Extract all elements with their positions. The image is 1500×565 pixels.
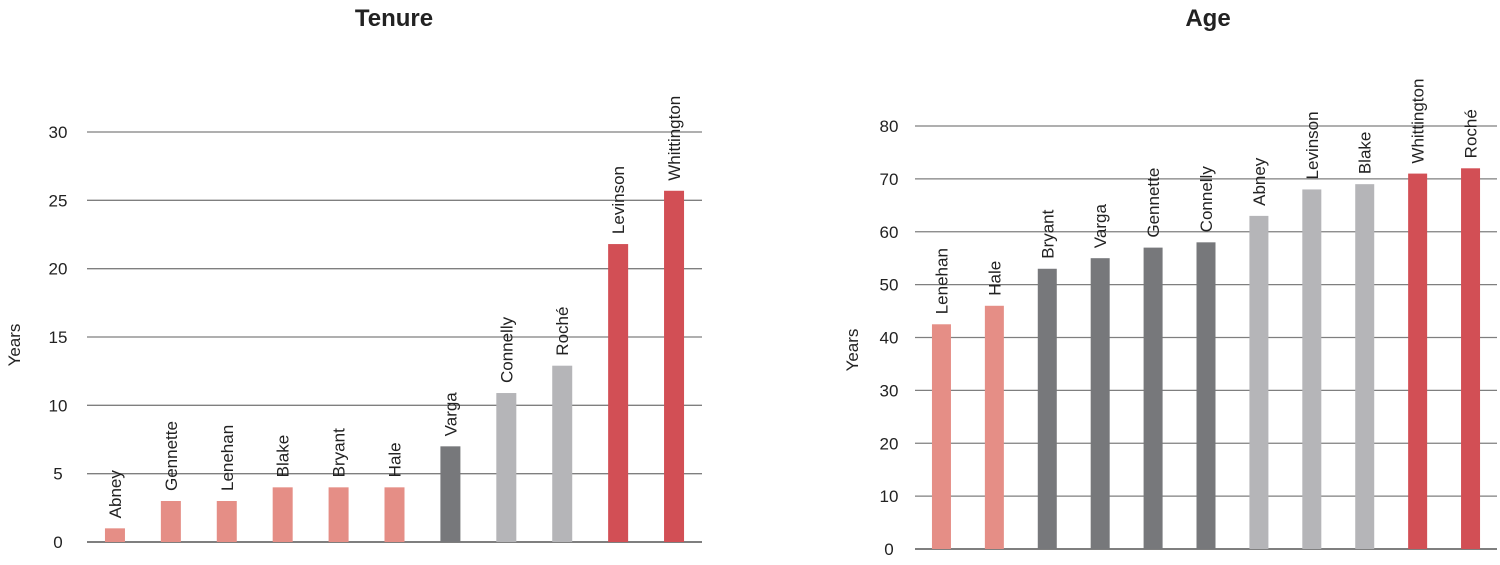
tenure-bar-label: Whittington <box>665 96 684 181</box>
tenure-bar <box>608 244 629 543</box>
tenure-bar <box>664 190 685 542</box>
tenure-bar-label: Varga <box>441 392 460 437</box>
tenure-y-tick-label: 30 <box>49 123 68 142</box>
age-y-tick-label: 50 <box>880 276 899 295</box>
tenure-bar <box>384 487 405 542</box>
tenure-bar-label: Bryant <box>330 428 349 477</box>
age-bar-label: Bryant <box>1038 209 1057 258</box>
age-bar-label: Blake <box>1356 132 1375 175</box>
age-bar <box>1090 258 1110 549</box>
tenure-bar <box>552 365 573 542</box>
age-bar <box>1196 242 1216 549</box>
age-bar-label: Varga <box>1091 204 1110 249</box>
tenure-bar <box>272 487 293 542</box>
tenure-y-tick-label: 20 <box>49 260 68 279</box>
age-bar-label: Connelly <box>1197 166 1216 233</box>
tenure-chart: Tenure Years 0 5 10 15 20 25 30 Abney Gennette Le… <box>5 5 702 552</box>
age-bar <box>1408 173 1428 549</box>
tenure-bar <box>104 528 125 542</box>
age-y-tick-label: 70 <box>880 170 899 189</box>
tenure-gridlines <box>87 131 702 543</box>
age-y-tick-label: 20 <box>880 434 899 453</box>
age-bar <box>1249 215 1269 549</box>
age-y-tick-label: 80 <box>880 117 899 136</box>
tenure-bar <box>216 501 237 542</box>
age-y-tick-label: 30 <box>880 381 899 400</box>
age-bar-label: Lenehan <box>932 248 951 314</box>
age-chart-title: Age <box>1185 5 1230 32</box>
tenure-bar-label: Abney <box>106 470 125 519</box>
tenure-bar-label: Gennette <box>162 421 181 491</box>
age-bar <box>931 324 951 549</box>
tenure-chart-title: Tenure <box>355 5 433 32</box>
age-y-tick-label: 0 <box>884 540 893 559</box>
age-bar <box>1037 268 1057 549</box>
tenure-y-tick-label: 25 <box>49 191 68 210</box>
tenure-bar <box>440 446 461 542</box>
age-bar <box>1355 184 1375 549</box>
age-y-axis-label: Years <box>843 329 862 372</box>
tenure-y-tick-label: 15 <box>49 328 68 347</box>
tenure-y-tick-label: 5 <box>53 465 62 484</box>
tenure-y-axis-label: Years <box>5 324 24 367</box>
age-y-tick-label: 10 <box>880 487 899 506</box>
tenure-bar-label: Blake <box>274 435 293 478</box>
age-bar-label: Gennette <box>1144 168 1163 238</box>
age-bar-label: Whittington <box>1409 79 1428 164</box>
age-y-tick-label: 60 <box>880 223 899 242</box>
age-bar <box>1461 168 1481 550</box>
age-bar <box>1302 189 1322 549</box>
age-bar-label: Hale <box>985 261 1004 296</box>
tenure-bar <box>328 487 349 542</box>
tenure-bar-label: Lenehan <box>218 425 237 491</box>
tenure-bar-label: Hale <box>386 442 405 477</box>
age-bar <box>984 305 1004 549</box>
tenure-bar-label: Roché <box>553 307 572 356</box>
tenure-bar <box>496 393 517 542</box>
tenure-y-tick-label: 10 <box>49 396 68 415</box>
age-y-tick-label: 40 <box>880 329 899 348</box>
tenure-bar <box>160 501 181 542</box>
tenure-y-tick-label: 0 <box>53 533 62 552</box>
age-bar <box>1143 247 1163 550</box>
age-bar-label: Abney <box>1250 157 1269 206</box>
age-bar-label: Roché <box>1462 109 1481 158</box>
tenure-bar-label: Connelly <box>497 316 516 383</box>
age-chart: Age Years 0 10 20 30 40 50 60 70 80 Lenehan Hale Br… <box>843 5 1497 559</box>
age-bar-label: Levinson <box>1303 111 1322 179</box>
tenure-bar-label: Levinson <box>609 166 628 234</box>
